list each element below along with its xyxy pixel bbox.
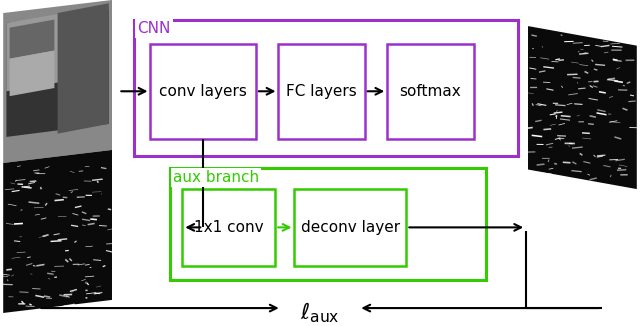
FancyBboxPatch shape [294, 189, 406, 266]
Polygon shape [3, 0, 112, 163]
Text: $\ell_{\mathrm{aux}}$: $\ell_{\mathrm{aux}}$ [300, 301, 340, 325]
Text: CNN: CNN [138, 21, 171, 36]
FancyBboxPatch shape [134, 20, 518, 156]
Text: FC layers: FC layers [286, 84, 357, 99]
Text: softmax: softmax [399, 84, 461, 99]
Polygon shape [6, 13, 64, 91]
Polygon shape [3, 150, 112, 313]
Polygon shape [58, 3, 109, 134]
Polygon shape [10, 20, 54, 59]
Polygon shape [10, 51, 54, 96]
Polygon shape [6, 10, 109, 137]
Text: conv layers: conv layers [159, 84, 247, 99]
Text: aux branch: aux branch [173, 170, 259, 185]
Text: 1x1 conv: 1x1 conv [194, 220, 264, 235]
FancyBboxPatch shape [278, 44, 365, 139]
FancyBboxPatch shape [150, 44, 256, 139]
Polygon shape [528, 26, 637, 189]
Text: deconv layer: deconv layer [301, 220, 400, 235]
FancyBboxPatch shape [170, 168, 486, 280]
FancyBboxPatch shape [182, 189, 275, 266]
FancyBboxPatch shape [387, 44, 474, 139]
